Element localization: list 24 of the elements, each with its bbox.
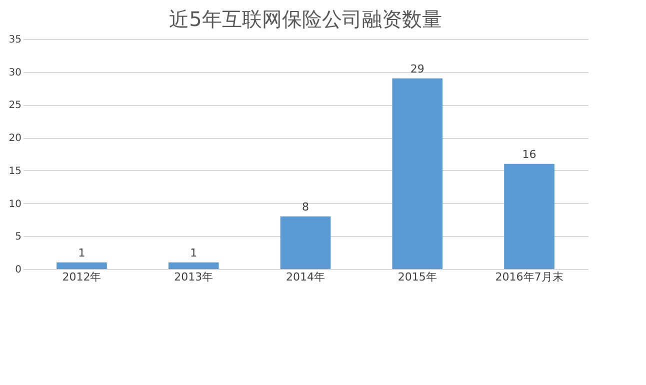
y-tick-label: 25 bbox=[8, 100, 22, 112]
y-tick-label: 0 bbox=[15, 264, 22, 276]
bar bbox=[392, 78, 443, 269]
x-tick-label: 2012年 bbox=[62, 270, 102, 284]
bar bbox=[168, 262, 219, 269]
data-label: 1 bbox=[78, 246, 86, 260]
chart-title: 近5年互联网保险公司融资数量 bbox=[169, 7, 442, 31]
x-tick-label: 2016年7月末 bbox=[495, 270, 564, 284]
data-label: 1 bbox=[190, 246, 198, 260]
data-label: 29 bbox=[410, 62, 424, 76]
data-label: 8 bbox=[302, 200, 309, 214]
bar bbox=[280, 216, 331, 269]
bar bbox=[56, 262, 107, 269]
y-tick-label: 15 bbox=[8, 166, 22, 177]
y-tick-label: 20 bbox=[8, 133, 22, 144]
x-tick-label: 2013年 bbox=[174, 270, 214, 284]
x-tick-label: 2015年 bbox=[398, 270, 437, 284]
x-tick-label: 2014年 bbox=[286, 270, 325, 284]
y-tick-label: 35 bbox=[8, 34, 22, 46]
y-tick-label: 30 bbox=[8, 67, 22, 78]
y-tick-label: 5 bbox=[15, 232, 22, 243]
y-tick-label: 10 bbox=[8, 198, 22, 210]
bar bbox=[504, 164, 554, 269]
data-label: 16 bbox=[522, 148, 536, 161]
